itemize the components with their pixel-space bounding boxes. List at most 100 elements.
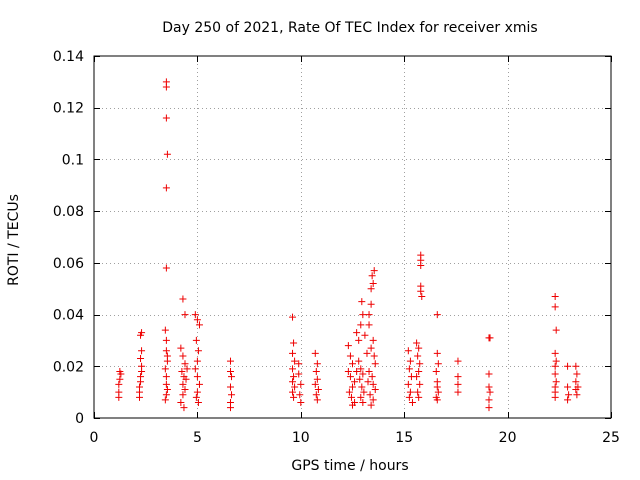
- data-point: [191, 365, 199, 373]
- data-point: [346, 352, 354, 360]
- data-point: [312, 391, 320, 399]
- data-point: [311, 349, 319, 357]
- data-point: [404, 380, 412, 388]
- data-point: [226, 404, 234, 412]
- data-point: [193, 316, 201, 324]
- data-point: [564, 396, 572, 404]
- data-point: [434, 360, 442, 368]
- data-point: [194, 347, 202, 355]
- y-tick-label: 0: [75, 411, 84, 427]
- data-point: [228, 373, 236, 381]
- data-point: [371, 360, 379, 368]
- data-point: [115, 380, 123, 388]
- data-point: [564, 362, 572, 370]
- data-point: [183, 365, 191, 373]
- data-point: [552, 326, 560, 334]
- data-point: [369, 380, 377, 388]
- data-point: [573, 391, 581, 399]
- data-point: [359, 398, 367, 406]
- plot-frame: [93, 55, 612, 419]
- y-tick-label: 0.14: [53, 49, 84, 65]
- data-point: [363, 349, 371, 357]
- x-tick-label: 20: [499, 430, 517, 446]
- data-point: [416, 380, 424, 388]
- data-points: [115, 78, 582, 412]
- data-point: [356, 375, 364, 383]
- data-point: [361, 331, 369, 339]
- data-point: [163, 386, 171, 394]
- data-point: [290, 393, 298, 401]
- data-point: [358, 298, 366, 306]
- data-point: [414, 388, 422, 396]
- y-tick-label: 0.12: [53, 101, 84, 117]
- data-point: [177, 398, 185, 406]
- data-point: [162, 373, 170, 381]
- data-point: [181, 386, 189, 394]
- data-point: [551, 292, 559, 300]
- data-point: [162, 83, 170, 91]
- data-point: [415, 393, 423, 401]
- data-point: [485, 404, 493, 412]
- data-point: [138, 347, 146, 355]
- x-axis-label: GPS time / hours: [291, 458, 408, 474]
- data-point: [552, 378, 560, 386]
- x-tick-label: 10: [292, 430, 310, 446]
- data-point: [289, 365, 297, 373]
- data-point: [137, 355, 145, 363]
- data-point: [192, 336, 200, 344]
- data-point: [367, 401, 375, 409]
- y-tick-label: 0.06: [53, 256, 84, 272]
- data-point: [365, 311, 373, 319]
- data-point: [314, 386, 322, 394]
- data-point: [313, 375, 321, 383]
- data-point: [311, 380, 319, 388]
- data-point: [413, 339, 421, 347]
- data-point: [191, 311, 199, 319]
- data-point: [406, 357, 414, 365]
- data-point: [137, 373, 145, 381]
- data-point: [297, 398, 305, 406]
- data-point: [289, 349, 297, 357]
- data-point: [565, 391, 573, 399]
- data-point: [312, 367, 320, 375]
- data-point: [355, 336, 363, 344]
- data-point: [486, 334, 494, 342]
- data-point: [358, 383, 366, 391]
- data-point: [366, 391, 374, 399]
- axis-ticks: 0 5 10 15 20 25 0 0.02 0.04 0.06 0.08 0.1 0.12 0.14: [53, 49, 620, 446]
- data-point: [162, 336, 170, 344]
- x-tick-label: 0: [90, 430, 99, 446]
- data-point: [369, 336, 377, 344]
- data-point: [162, 347, 170, 355]
- data-point: [290, 339, 298, 347]
- data-point: [353, 329, 361, 337]
- data-point: [357, 321, 365, 329]
- data-point: [572, 386, 580, 394]
- data-point: [181, 360, 189, 368]
- data-point: [551, 349, 559, 357]
- data-point: [434, 388, 442, 396]
- chart-title: Day 250 of 2021, Rate Of TEC Index for r…: [162, 20, 537, 36]
- data-point: [433, 383, 441, 391]
- data-point: [364, 378, 372, 386]
- data-point: [291, 383, 299, 391]
- data-point: [178, 367, 186, 375]
- data-point: [359, 370, 367, 378]
- data-point: [406, 388, 414, 396]
- data-point: [295, 370, 303, 378]
- data-point: [289, 378, 297, 386]
- data-point: [365, 321, 373, 329]
- data-point: [182, 375, 190, 383]
- data-point: [357, 365, 365, 373]
- data-point: [369, 396, 377, 404]
- data-point: [138, 329, 146, 337]
- x-tick-label: 15: [395, 430, 413, 446]
- x-tick-label: 5: [193, 430, 202, 446]
- data-point: [433, 311, 441, 319]
- data-point: [161, 396, 169, 404]
- data-point: [417, 287, 425, 295]
- data-point: [349, 360, 356, 368]
- data-point: [162, 264, 170, 272]
- data-point: [135, 383, 143, 391]
- data-point: [370, 267, 378, 275]
